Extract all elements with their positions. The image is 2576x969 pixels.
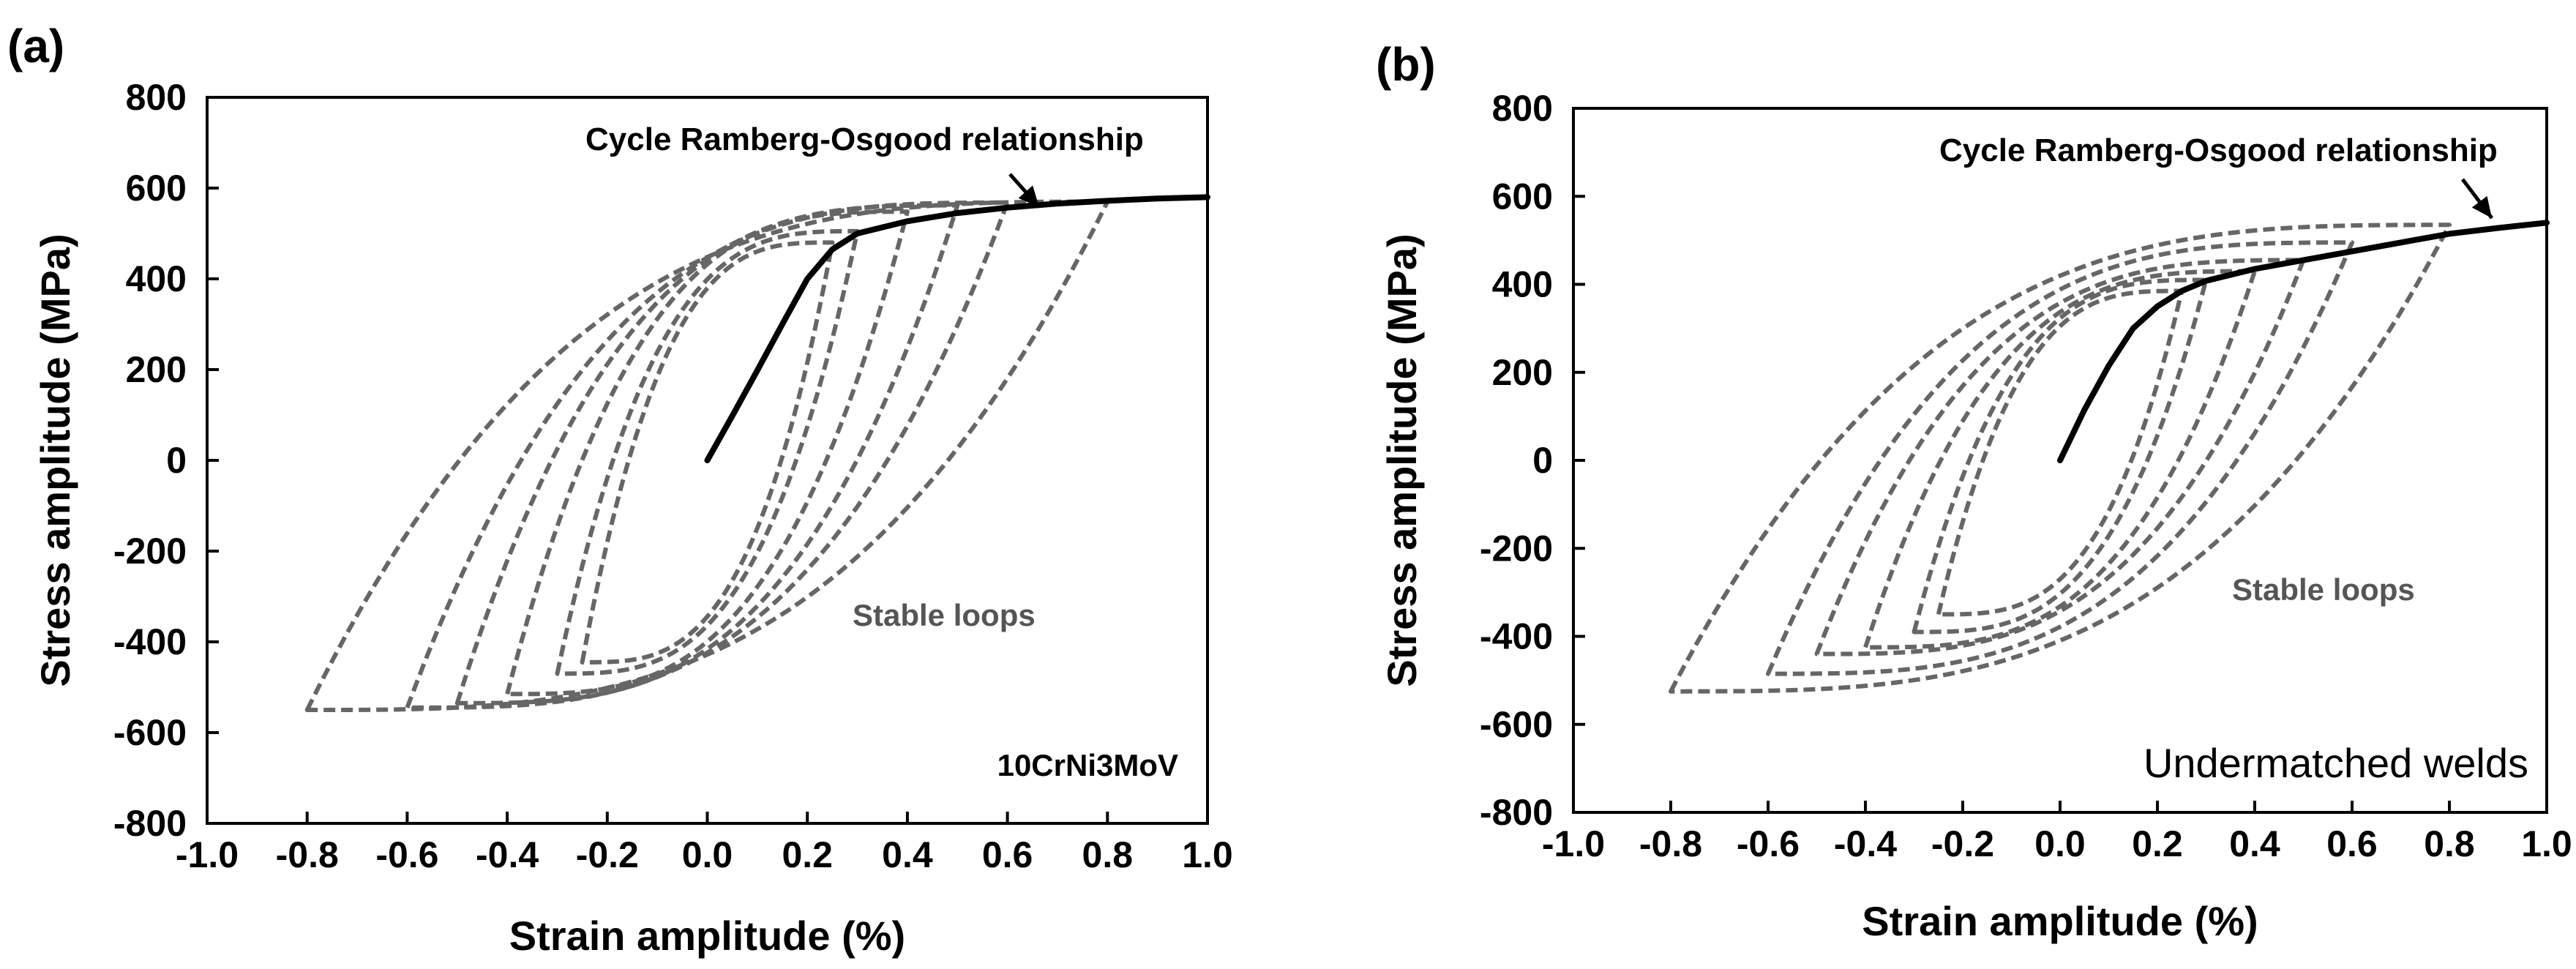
stable-loop [1863,269,2257,650]
y-tick-label: -200 [113,531,187,572]
curve-annotation: Cycle Ramberg-Osgood relationship [1939,132,2498,168]
y-tick-label: 200 [1492,352,1553,393]
loops-label: Stable loops [2232,572,2415,607]
material-label: Undermatched welds [2143,740,2528,786]
x-tick-label: 0.6 [982,834,1033,875]
y-tick-label: -800 [113,803,187,844]
y-tick-label: 800 [126,77,187,118]
x-tick-label: 1.0 [1182,834,1233,875]
x-tick-label: 0.4 [882,834,933,875]
stable-loop [1912,277,2209,635]
arrow-head-icon [1018,185,1039,207]
x-tick-label: -1.0 [176,834,239,875]
y-tick-label: 400 [1492,264,1553,305]
curve-annotation: Cycle Ramberg-Osgood relationship [585,121,1144,157]
material-label: 10CrNi3MoV [997,748,1178,782]
y-tick-label: 600 [126,168,187,209]
x-tick-label: 0.0 [2034,823,2086,864]
stable-loop [505,209,910,697]
loops-label: Stable loops [853,598,1036,632]
x-tick-label: 0.8 [2424,823,2475,864]
x-axis-title: Strain amplitude (%) [509,913,905,959]
x-axis-title: Strain amplitude (%) [1862,898,2258,944]
x-tick-label: 0.4 [2229,823,2280,864]
y-tick-label: 0 [166,440,187,481]
panel-label: (b) [1376,38,1436,91]
panel-label: (a) [7,20,64,72]
stable-loop [1669,222,2452,694]
y-tick-label: 200 [126,349,187,390]
stable-loop [555,228,860,676]
x-tick-label: -0.2 [1931,823,1994,864]
y-tick-label: 800 [1492,88,1553,129]
y-axis-title: Stress amplitude (MPa) [1379,233,1425,686]
arrow-head-icon [2471,195,2492,218]
y-tick-label: 600 [1492,176,1553,217]
y-axis-title: Stress amplitude (MPa) [32,233,78,686]
stable-loop [454,203,960,706]
x-tick-label: -0.8 [276,834,339,875]
x-tick-label: -1.0 [1542,823,1605,864]
y-tick-label: -600 [113,712,187,753]
y-tick-label: 400 [126,258,187,299]
x-tick-label: -0.4 [1834,823,1897,864]
x-tick-label: -0.8 [1639,823,1702,864]
y-tick-label: 0 [1532,440,1553,481]
ramberg-osgood-curve [2057,220,2550,463]
x-tick-label: 0.2 [782,834,833,875]
x-tick-label: 0.0 [682,834,733,875]
x-tick-label: -0.6 [1737,823,1800,864]
x-tick-label: 0.2 [2132,823,2183,864]
x-tick-label: -0.4 [476,834,539,875]
y-tick-label: -800 [1480,792,1553,833]
y-tick-label: -200 [1480,528,1553,569]
y-tick-label: -600 [1480,704,1553,745]
ramberg-osgood-curve [704,194,1210,463]
x-tick-label: -0.6 [375,834,438,875]
x-tick-label: 0.6 [2326,823,2378,864]
stable-loop [580,240,835,665]
y-tick-label: -400 [1480,616,1553,657]
x-tick-label: 1.0 [2521,823,2572,864]
x-tick-label: 0.8 [1082,834,1134,875]
stable-loop [1766,240,2354,676]
x-tick-label: -0.2 [576,834,639,875]
y-tick-label: -400 [113,621,187,662]
